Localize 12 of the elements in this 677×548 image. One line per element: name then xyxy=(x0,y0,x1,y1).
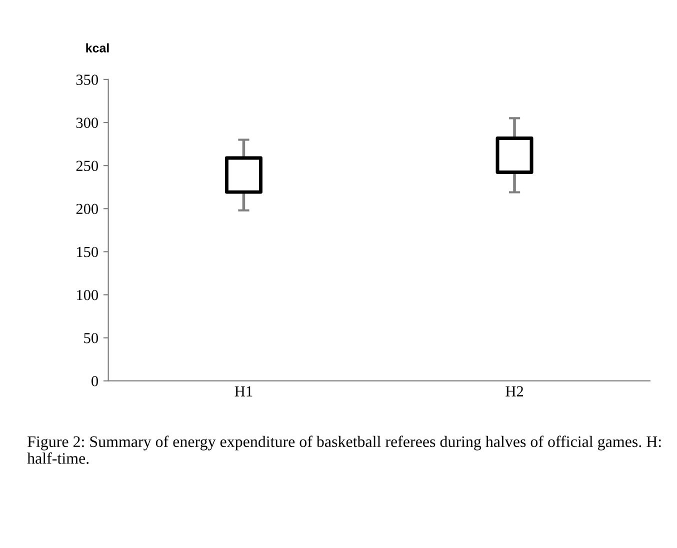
y-tick-label: 100 xyxy=(77,290,98,300)
y-tick-label: 50 xyxy=(84,332,98,344)
y-tick-label: 150 xyxy=(77,246,98,258)
y-tick-label: 250 xyxy=(76,160,98,172)
caption: Figure 2: Summary of energy expenditure of basketball referees during halves of official games. H: half-time. xyxy=(27,436,661,464)
y-axis-title: kcal xyxy=(86,43,109,52)
y-tick-label: 0 xyxy=(92,376,98,386)
y-tick-label: 200 xyxy=(76,204,98,214)
x-tick-label: H2 xyxy=(506,386,524,396)
y-tick-label: 300 xyxy=(76,118,98,128)
x-tick-label: H1 xyxy=(234,386,252,396)
y-tick-label: 350 xyxy=(76,74,98,85)
